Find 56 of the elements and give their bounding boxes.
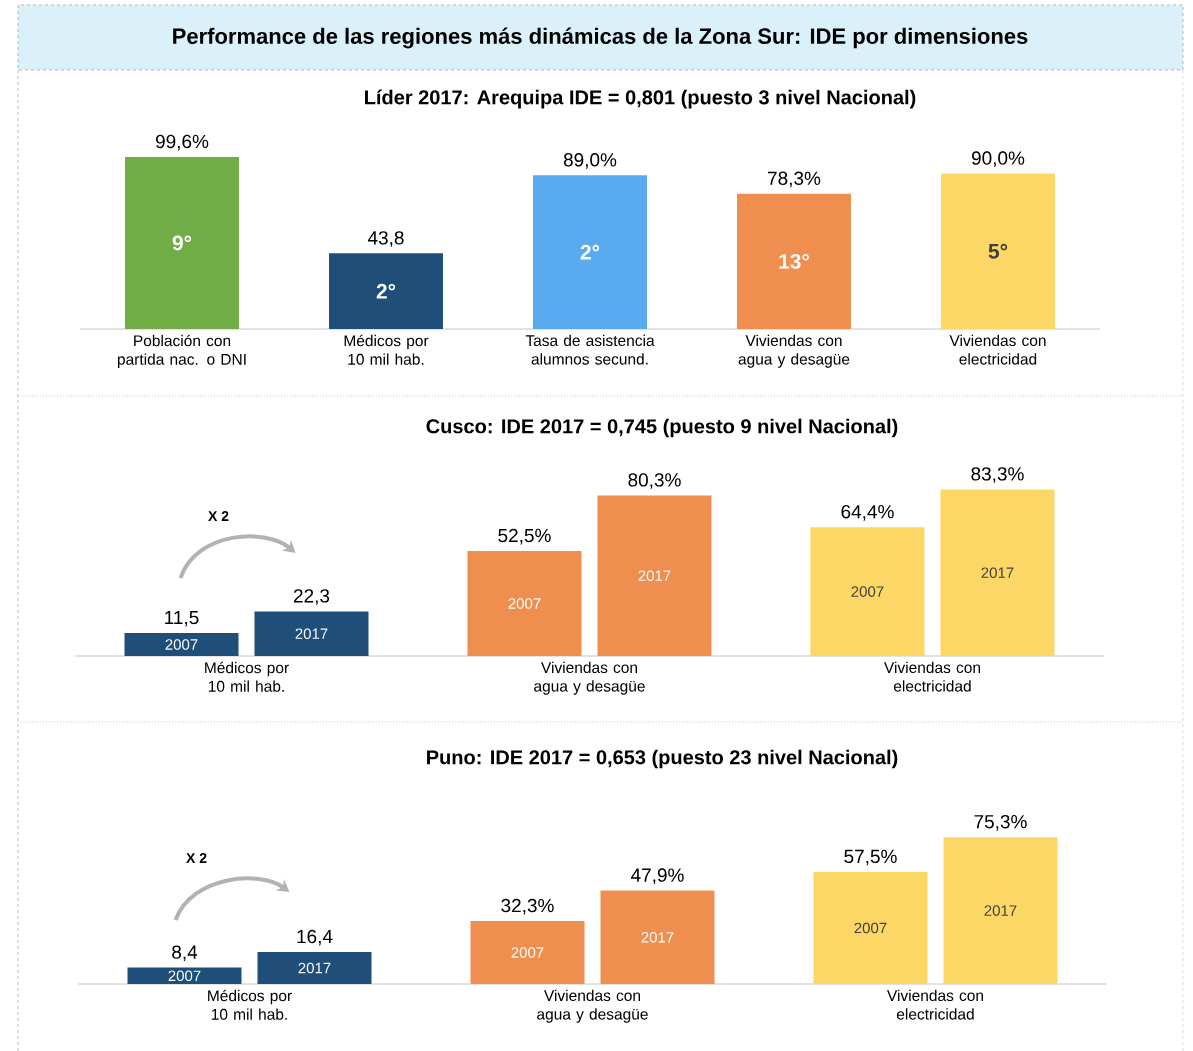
- data-label: 90,0%: [971, 151, 1025, 168]
- x-tick-label: Viviendas con agua y desagüe: [537, 989, 648, 1023]
- series-label: 2007: [168, 970, 201, 982]
- annotation: X 2: [208, 511, 229, 521]
- annotation: 2°: [580, 244, 600, 260]
- x-tick-label: Viviendas con electricidad: [949, 334, 1046, 365]
- bar: [125, 156, 239, 329]
- annotation: X 2: [186, 853, 207, 863]
- series-label: 2017: [298, 962, 331, 974]
- data-label: 83,3%: [971, 467, 1024, 483]
- data-label: 80,3%: [628, 473, 681, 489]
- bar: [329, 253, 443, 329]
- data-label: 32,3%: [501, 898, 554, 915]
- text: 2017: [638, 570, 671, 581]
- text: 2007: [851, 586, 884, 597]
- data-label: 99,6%: [155, 134, 209, 151]
- bar: [736, 193, 851, 329]
- text: 2017: [981, 567, 1014, 578]
- series-label: 2007: [165, 639, 198, 650]
- data-label: 43,8: [367, 231, 404, 247]
- bar: [533, 175, 647, 329]
- x-tick-label: Médicos por 10 mil hab.: [205, 661, 289, 692]
- x-tick-label: Médicos por 10 mil hab.: [344, 334, 429, 365]
- bar: [940, 173, 1055, 329]
- x-tick-label: Viviendas con agua y desagüe: [738, 334, 850, 368]
- x-tick-label: Población con partida nac. o DNI: [117, 334, 246, 368]
- data-label: 75,3%: [974, 814, 1027, 831]
- annotation: 13°: [779, 253, 809, 269]
- text: 2007: [511, 947, 544, 958]
- chart-title: Puno: IDE 2017 = 0,653 (puesto 23 nivel Nacional): [427, 749, 898, 769]
- annotation: 2°: [376, 283, 396, 299]
- data-label: 22,3: [293, 589, 330, 605]
- data-label: 11,5: [165, 610, 199, 627]
- text: 2007: [854, 922, 887, 934]
- x-tick-label: Viviendas con agua y desagüe: [534, 661, 645, 695]
- text: 2017: [984, 905, 1017, 916]
- data-label: 89,0%: [563, 153, 617, 169]
- x-tick-label: Médicos por 10 mil hab.: [208, 989, 292, 1020]
- series-label: 2017: [295, 628, 328, 639]
- data-label: 64,4%: [841, 504, 894, 521]
- data-label: 47,9%: [630, 868, 684, 885]
- x-tick-label: Viviendas con electricidad: [884, 661, 980, 692]
- text: 2017: [641, 931, 674, 943]
- text: 2007: [508, 598, 541, 609]
- data-label: 52,5%: [498, 528, 551, 545]
- x-tick-label: Tasa de asistencia alumnos secund.: [525, 334, 655, 365]
- data-label: 57,5%: [844, 849, 897, 866]
- chart-subtitle: Líder 2017: Arequipa IDE = 0,801 (puesto 3 nivel Nacional): [365, 89, 916, 109]
- data-label: 16,4: [297, 929, 333, 946]
- chart-title: Cusco: IDE 2017 = 0,745 (puesto 9 nivel Nacional): [426, 418, 898, 438]
- annotation: 9°: [172, 235, 192, 251]
- annotation: 5°: [988, 243, 1008, 259]
- x-tick-label: Viviendas con electricidad: [887, 989, 983, 1020]
- chart-title: Performance de las regiones más dinámicas de la Zona Sur: IDE por dimensiones: [173, 27, 1028, 49]
- data-label: 8,4: [172, 945, 198, 962]
- data-label: 78,3%: [768, 171, 821, 188]
